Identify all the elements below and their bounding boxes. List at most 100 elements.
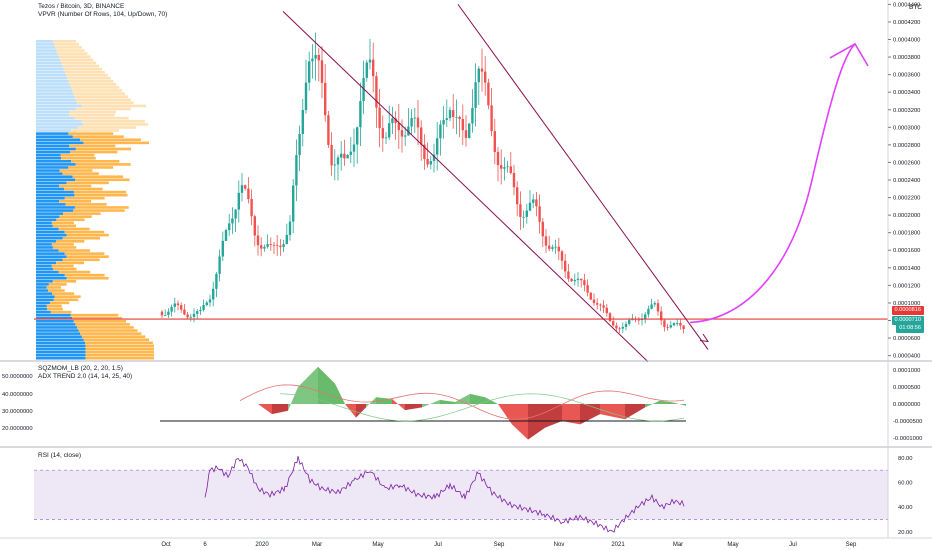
- vp-sell-row: [70, 129, 120, 132]
- candle-up: [359, 101, 362, 128]
- momentum-positive-area: [470, 393, 485, 404]
- candle-down: [612, 321, 615, 326]
- candle-up: [621, 326, 624, 329]
- vp-buy-row: [36, 224, 53, 228]
- momentum-negative-area: [562, 404, 580, 425]
- time-tick-label: Sep: [846, 542, 857, 548]
- vp-sell-row: [73, 92, 126, 95]
- vp-sell-row: [85, 356, 154, 360]
- candle-up: [263, 246, 266, 249]
- sqz-left-tick: 20.0000000: [2, 426, 33, 432]
- vp-sell-row: [60, 153, 95, 157]
- candle-up: [304, 82, 308, 110]
- adx-label[interactable]: ADX TREND 2.0 (14, 14, 25, 40): [38, 373, 133, 380]
- candle-down: [538, 206, 541, 222]
- vp-sell-row: [85, 344, 154, 348]
- time-tick-label: Nov: [554, 542, 565, 548]
- vp-sell-row: [51, 264, 74, 268]
- candle-down: [375, 76, 378, 108]
- vp-sell-row: [81, 120, 145, 123]
- candle-down: [330, 144, 333, 166]
- vp-buy-row: [36, 92, 74, 95]
- candle-up: [196, 311, 199, 314]
- vp-buy-row: [36, 107, 76, 111]
- vp-buy-row: [36, 64, 63, 68]
- candle-up: [356, 127, 359, 145]
- vp-sell-row: [69, 83, 117, 86]
- candle-up: [308, 61, 311, 83]
- price-tick-label: 0.0004400: [893, 2, 920, 8]
- vp-buy-row: [36, 147, 76, 151]
- vp-sell-row: [69, 144, 116, 148]
- sqz-left-tick: 50.0000000: [2, 374, 33, 380]
- vp-sell-row: [51, 221, 74, 225]
- candle-up: [448, 110, 452, 119]
- vp-sell-row: [70, 313, 119, 317]
- vp-buy-row: [36, 123, 84, 126]
- candle-down: [541, 221, 544, 237]
- candle-down: [487, 82, 490, 106]
- vpvr-label[interactable]: VPVR (Number Of Rows, 104, Up/Down, 70): [38, 11, 168, 18]
- momentum-positive-area: [455, 393, 470, 404]
- candle-up: [202, 305, 205, 310]
- momentum-negative-area: [345, 404, 356, 418]
- price-tick-label: 0.0003200: [893, 108, 920, 114]
- candle-up: [301, 109, 304, 134]
- vp-buy-row: [36, 175, 73, 178]
- candle-up: [282, 244, 285, 248]
- candle-up: [164, 315, 167, 316]
- candle-up: [644, 314, 647, 319]
- symbol-title[interactable]: Tezos / Bitcoin, 3D, BINANCE: [38, 3, 125, 10]
- momentum-negative-area: [512, 404, 528, 440]
- channel-upper-line: [457, 4, 709, 350]
- price-tick-label: 0.0002600: [893, 160, 920, 166]
- momentum-negative-area: [405, 404, 422, 411]
- candle-up: [199, 309, 202, 312]
- vp-buy-row: [36, 206, 75, 209]
- vp-sell-row: [63, 67, 102, 71]
- candle-down: [260, 245, 263, 249]
- time-tick-label: Jul: [434, 542, 442, 548]
- vp-sell-row: [75, 163, 131, 166]
- candle-up: [352, 144, 356, 152]
- rsi-tick: 80.00: [898, 456, 913, 462]
- vp-buy-row: [36, 104, 83, 108]
- candle-down: [416, 117, 420, 128]
- vp-sell-row: [72, 89, 123, 92]
- vp-sell-row: [83, 123, 149, 126]
- vp-buy-row: [36, 43, 55, 46]
- vp-buy-row: [36, 101, 78, 105]
- momentum-positive-area: [298, 366, 318, 404]
- vp-sell-row: [52, 267, 77, 271]
- momentum-positive-area: [318, 366, 335, 404]
- candle-down: [516, 187, 519, 205]
- candle-up: [346, 154, 349, 159]
- price-tick-label: 0.0003800: [893, 55, 920, 61]
- momentum-positive-area: [672, 402, 686, 406]
- candle-down: [663, 320, 666, 328]
- rsi-tick: 60.00: [898, 481, 913, 487]
- vp-buy-row: [36, 163, 76, 166]
- candle-up: [669, 325, 672, 328]
- vp-buy-row: [36, 243, 52, 246]
- candle-down: [589, 292, 592, 300]
- rsi-tick: 20.00: [898, 530, 913, 536]
- rsi-label[interactable]: RSI (14, close): [38, 452, 81, 459]
- candle-down: [452, 110, 455, 117]
- candle-down: [186, 314, 189, 318]
- candle-up: [413, 117, 416, 119]
- squeeze-label[interactable]: SQZMOM_LB (20, 2, 20, 1.5): [38, 365, 123, 372]
- vp-buy-row: [36, 49, 57, 52]
- candle-up: [224, 230, 228, 241]
- candle-down: [279, 245, 282, 248]
- vp-buy-row: [36, 261, 57, 265]
- candle-down: [378, 107, 381, 129]
- price-tick-label: 0.0000400: [893, 354, 920, 360]
- candle-down: [458, 116, 461, 120]
- vp-buy-row: [36, 347, 86, 351]
- time-tick-label: May: [727, 542, 738, 548]
- price-tick-label: 0.0001400: [893, 266, 920, 272]
- vp-buy-row: [36, 286, 47, 289]
- vp-buy-row: [36, 283, 49, 286]
